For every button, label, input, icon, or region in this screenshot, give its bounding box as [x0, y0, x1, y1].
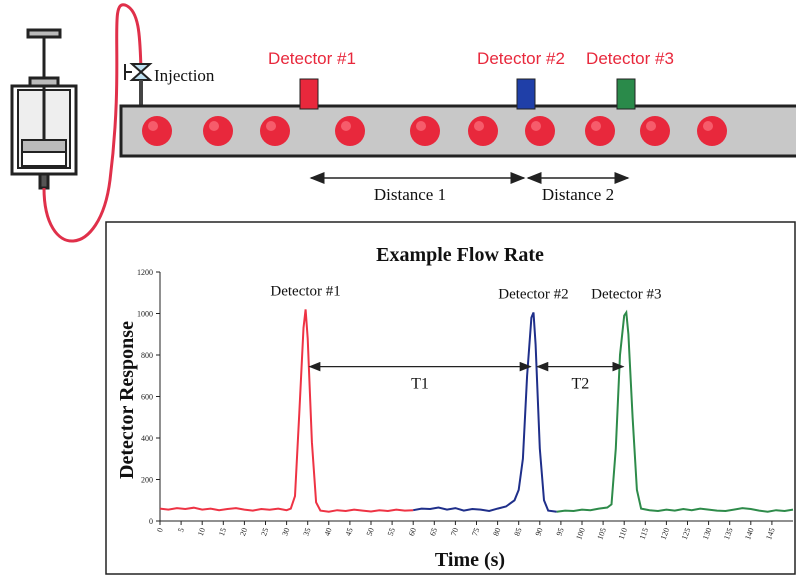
- x-tick-label: 75: [470, 527, 481, 538]
- y-tick-label: 200: [141, 476, 153, 485]
- x-tick-label: 55: [386, 527, 397, 538]
- x-tick-label: 100: [574, 527, 587, 541]
- x-tick-label: 95: [555, 527, 566, 538]
- x-tick-label: 20: [238, 527, 249, 538]
- x-tick-label: 60: [407, 527, 418, 538]
- x-tick-label: 130: [701, 527, 714, 541]
- distance-label: Distance 1: [374, 185, 446, 204]
- x-tick-label: 45: [344, 527, 355, 538]
- x-tick-label: 40: [322, 527, 333, 538]
- x-tick-label: 15: [217, 527, 228, 538]
- x-tick-label: 25: [259, 527, 270, 538]
- chart-title: Example Flow Rate: [376, 244, 544, 266]
- detector-1: [299, 78, 319, 110]
- x-tick-label: 105: [595, 527, 608, 541]
- bead-shine: [266, 121, 276, 131]
- y-tick-label: 800: [141, 351, 153, 360]
- bead-shine: [416, 121, 426, 131]
- detector-3: [616, 78, 636, 110]
- beads: [142, 116, 727, 146]
- x-tick-label: 35: [301, 527, 312, 538]
- y-axis-label: Detector Response: [116, 321, 138, 479]
- x-tick-label: 30: [280, 527, 291, 538]
- x-tick-label: 65: [428, 527, 439, 538]
- bead-shine: [148, 121, 158, 131]
- x-tick-label: 140: [743, 527, 756, 541]
- x-tick-label: 125: [680, 527, 693, 541]
- bead-shine: [474, 121, 484, 131]
- x-tick-label: 5: [176, 527, 186, 534]
- x-tick-label: 115: [638, 527, 650, 541]
- chart-frame: [105, 221, 796, 575]
- detector-label: Detector #3: [586, 49, 674, 68]
- bead-shine: [341, 121, 351, 131]
- bead: [525, 116, 555, 146]
- detector-label: Detector #1: [268, 49, 356, 68]
- x-axis-label: Time (s): [435, 549, 505, 571]
- x-tick-label: 80: [491, 527, 502, 538]
- x-tick-label: 135: [722, 527, 735, 541]
- y-tick-label: 1200: [137, 268, 153, 277]
- annotation: T1: [411, 376, 429, 393]
- x-tick-label: 70: [449, 527, 460, 538]
- x-tick-label: 0: [155, 527, 165, 534]
- bead-shine: [209, 121, 219, 131]
- x-tick-label: 50: [365, 527, 376, 538]
- y-tick-label: 600: [141, 393, 153, 402]
- x-tick-label: 145: [764, 527, 777, 541]
- bead-shine: [703, 121, 713, 131]
- valve: [124, 63, 153, 105]
- bead-shine: [531, 121, 541, 131]
- peak-label: Detector #2: [498, 286, 568, 302]
- y-tick-label: 1000: [137, 310, 153, 319]
- x-tick-label: 85: [512, 527, 523, 538]
- peak-label: Detector #3: [591, 286, 661, 302]
- bead: [203, 116, 233, 146]
- line: [413, 312, 557, 513]
- bead-shine: [646, 121, 656, 131]
- detector-2: [516, 78, 536, 110]
- bead: [697, 116, 727, 146]
- bead: [142, 116, 172, 146]
- bead: [640, 116, 670, 146]
- distance-label: Distance 2: [542, 185, 614, 204]
- annotation: T2: [571, 376, 589, 393]
- injection-label: Injection: [154, 66, 215, 85]
- column: [119, 104, 796, 158]
- peak-label: Detector #1: [270, 283, 340, 299]
- bead: [335, 116, 365, 146]
- bead: [585, 116, 615, 146]
- y-tick-label: 0: [149, 517, 153, 526]
- syringe: [10, 28, 78, 190]
- x-tick-label: 90: [533, 527, 544, 538]
- x-tick-label: 10: [196, 527, 207, 538]
- x-tick-label: 120: [659, 527, 672, 541]
- bead: [468, 116, 498, 146]
- detector-label: Detector #2: [477, 49, 565, 68]
- line: [556, 309, 794, 513]
- y-tick-label: 400: [141, 434, 153, 443]
- x-tick-label: 110: [617, 527, 629, 541]
- line: [159, 309, 414, 513]
- tube: [42, 3, 143, 243]
- bead-shine: [591, 121, 601, 131]
- bead: [410, 116, 440, 146]
- bead: [260, 116, 290, 146]
